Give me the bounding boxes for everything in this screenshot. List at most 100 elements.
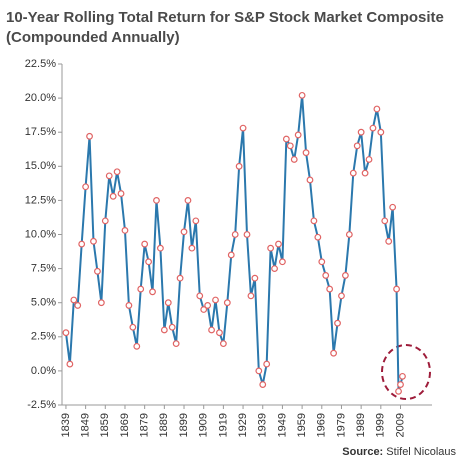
y-tick-label: 2.5% bbox=[31, 331, 56, 343]
data-point bbox=[345, 231, 353, 238]
data-point bbox=[373, 105, 381, 113]
data-point bbox=[310, 217, 318, 225]
source-label: Source: bbox=[342, 446, 383, 458]
data-point bbox=[271, 265, 278, 273]
data-point bbox=[157, 244, 164, 252]
data-point bbox=[294, 131, 302, 139]
y-tick-label: 17.5% bbox=[25, 126, 56, 138]
data-point bbox=[377, 128, 385, 136]
x-tick-label: 2009 bbox=[394, 413, 406, 437]
data-point bbox=[399, 372, 406, 380]
data-point bbox=[397, 381, 404, 388]
data-point bbox=[290, 156, 298, 163]
data-point bbox=[298, 91, 306, 99]
data-point bbox=[247, 292, 255, 300]
x-tick-label: 1929 bbox=[237, 413, 249, 437]
data-point bbox=[314, 233, 322, 241]
data-point bbox=[78, 240, 86, 248]
data-point bbox=[306, 176, 314, 184]
y-tick-label: 7.5% bbox=[31, 263, 56, 275]
data-point bbox=[369, 124, 377, 132]
data-point bbox=[117, 190, 125, 197]
data-point bbox=[239, 124, 247, 132]
y-tick-label: -2.5% bbox=[27, 399, 56, 411]
data-point bbox=[145, 258, 152, 266]
data-point bbox=[62, 329, 70, 337]
data-point bbox=[184, 196, 192, 204]
data-point bbox=[121, 227, 129, 234]
data-point bbox=[113, 168, 121, 176]
data-point bbox=[275, 240, 282, 248]
y-tick-label: 12.5% bbox=[25, 194, 56, 206]
x-tick-label: 1919 bbox=[217, 413, 229, 437]
data-point bbox=[74, 302, 82, 309]
y-tick-label: 10.0% bbox=[25, 228, 56, 240]
data-point bbox=[153, 196, 160, 204]
data-point bbox=[172, 340, 180, 348]
x-tick-label: 1909 bbox=[198, 413, 210, 437]
data-point bbox=[357, 128, 365, 136]
x-tick-label: 1899 bbox=[178, 413, 190, 437]
data-point bbox=[235, 162, 243, 170]
data-point bbox=[381, 217, 389, 225]
data-point bbox=[133, 342, 141, 350]
y-tick-label: 22.5% bbox=[25, 58, 56, 70]
data-point bbox=[365, 156, 373, 163]
x-tick-label: 1969 bbox=[316, 413, 328, 437]
data-point bbox=[180, 228, 188, 236]
data-point bbox=[168, 323, 176, 331]
data-point bbox=[231, 231, 239, 238]
x-tick-label: 1979 bbox=[335, 413, 347, 437]
data-point bbox=[286, 142, 294, 150]
data-point bbox=[282, 135, 290, 143]
data-point bbox=[259, 381, 267, 388]
data-point bbox=[326, 285, 334, 293]
data-point bbox=[149, 288, 156, 296]
data-point bbox=[219, 340, 227, 348]
x-tick-label: 1989 bbox=[355, 413, 367, 437]
x-tick-label: 1869 bbox=[119, 413, 131, 437]
chart-subtitle: (Compounded Annually) bbox=[6, 29, 180, 46]
data-point bbox=[70, 296, 78, 304]
data-point bbox=[255, 367, 263, 375]
data-point bbox=[137, 285, 145, 293]
data-point bbox=[342, 272, 349, 279]
data-point bbox=[318, 258, 326, 266]
y-tick-label: 5.0% bbox=[31, 297, 56, 309]
data-point bbox=[338, 292, 345, 300]
data-point bbox=[322, 272, 330, 279]
data-point bbox=[196, 292, 204, 300]
data-point bbox=[200, 306, 208, 313]
data-point bbox=[212, 296, 219, 304]
data-point bbox=[97, 299, 105, 307]
x-tick-label: 1959 bbox=[296, 413, 308, 437]
data-point bbox=[129, 323, 137, 331]
data-point bbox=[251, 274, 259, 282]
source-text: Stifel Nicolaus bbox=[386, 446, 456, 458]
data-point bbox=[263, 360, 271, 368]
data-point bbox=[279, 258, 286, 266]
x-tick-label: 1849 bbox=[80, 413, 92, 437]
data-point bbox=[227, 251, 235, 259]
data-point bbox=[82, 183, 90, 191]
data-point bbox=[125, 302, 133, 309]
data-point bbox=[101, 217, 109, 225]
data-point bbox=[361, 169, 369, 177]
x-tick-label: 1999 bbox=[375, 413, 387, 437]
x-tick-label: 1879 bbox=[139, 413, 151, 437]
data-line bbox=[64, 95, 404, 392]
data-point bbox=[389, 203, 397, 211]
x-tick-label: 1889 bbox=[158, 413, 170, 437]
x-tick-label: 1859 bbox=[99, 413, 111, 437]
chart-title: 10-Year Rolling Total Return for S&P Sto… bbox=[6, 9, 444, 26]
data-point bbox=[267, 244, 275, 252]
data-point bbox=[243, 231, 251, 238]
data-point bbox=[204, 302, 212, 309]
data-point bbox=[385, 237, 393, 245]
data-point bbox=[188, 244, 196, 252]
data-point bbox=[66, 360, 74, 368]
data-point bbox=[353, 142, 361, 150]
data-point bbox=[330, 349, 337, 357]
data-point bbox=[208, 326, 215, 334]
